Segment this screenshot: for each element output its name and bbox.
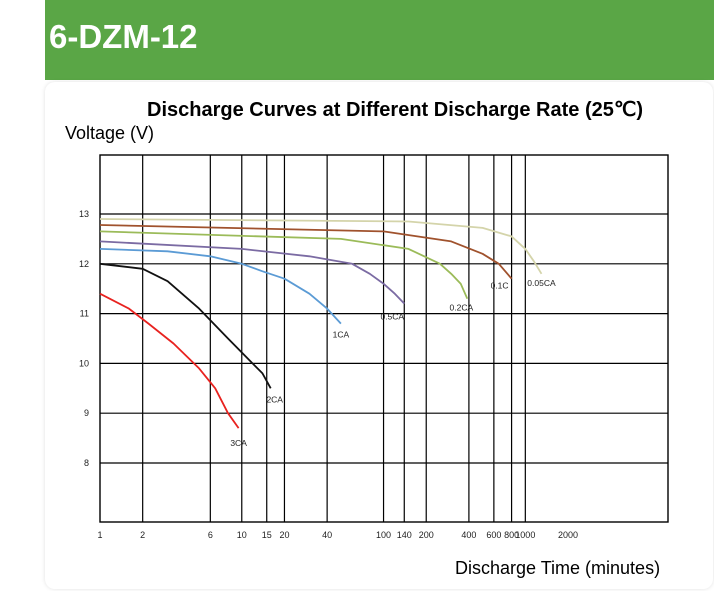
x-tick-label: 100: [376, 530, 391, 540]
x-tick-label: 600: [486, 530, 501, 540]
y-tick-label: 9: [84, 408, 89, 418]
y-tick-label: 13: [79, 209, 89, 219]
x-tick-label: 40: [322, 530, 332, 540]
x-tick-label: 800: [504, 530, 519, 540]
x-tick-label: 400: [461, 530, 476, 540]
x-tick-label: 1: [97, 530, 102, 540]
series-label: 0.5CA: [380, 312, 404, 322]
series-line: [99, 248, 342, 325]
x-tick-label: 6: [208, 530, 213, 540]
series-line: [99, 262, 272, 389]
series-line: [99, 292, 240, 429]
series-line: [99, 218, 543, 275]
x-tick-label: 1000: [515, 530, 535, 540]
x-tick-label: 2: [140, 530, 145, 540]
y-axis-label: Voltage (V): [65, 123, 154, 143]
x-tick-label: 10: [237, 530, 247, 540]
chart-title: Discharge Curves at Different Discharge …: [147, 99, 643, 121]
series-label: 0.1C: [491, 281, 509, 291]
series-label: 2CA: [266, 394, 283, 404]
x-tick-label: 20: [279, 530, 289, 540]
x-tick-label: 15: [262, 530, 272, 540]
x-tick-label: 140: [397, 530, 412, 540]
chart-card: Discharge Curves at Different Discharge …: [45, 82, 713, 589]
y-tick-label: 11: [80, 309, 89, 319]
series-line: [99, 230, 469, 300]
y-tick-label: 12: [79, 259, 89, 269]
x-tick-label: 2000: [558, 530, 578, 540]
product-title: 6-DZM-12: [49, 18, 198, 55]
series-label: 3CA: [230, 438, 247, 448]
series-label: 1CA: [333, 330, 350, 340]
y-tick-label: 8: [84, 458, 89, 468]
discharge-chart: Discharge Curves at Different Discharge …: [65, 99, 669, 578]
series-label: 0.2CA: [450, 303, 474, 313]
series-label: 0.05CA: [527, 278, 556, 288]
x-axis-label: Discharge Time (minutes): [455, 558, 660, 578]
series-line: [99, 224, 513, 280]
y-tick-label: 10: [79, 358, 89, 368]
x-tick-label: 200: [419, 530, 434, 540]
series-line: [99, 240, 405, 305]
header-bar: 6-DZM-12: [45, 0, 714, 80]
